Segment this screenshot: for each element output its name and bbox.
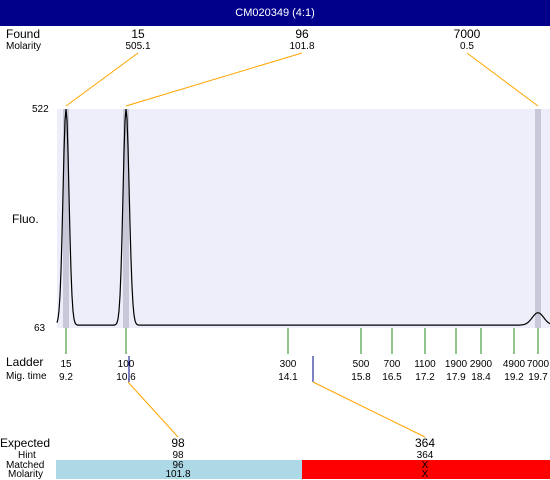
expected-1-molarity: 101.8	[165, 469, 191, 480]
molarity-label: Molarity	[6, 41, 42, 52]
y-max-tick: 522	[32, 104, 49, 115]
fluorescence-trace	[56, 108, 550, 326]
mig-time-label: Mig. time	[6, 371, 47, 382]
found-label: Found	[6, 27, 41, 41]
ladder-time-label: 15.8	[351, 372, 371, 383]
plot-area	[57, 109, 550, 328]
hint-label: Hint	[18, 450, 36, 461]
found-peak-1-molarity: 505.1	[125, 41, 151, 52]
expected-2-size: 364	[414, 436, 436, 450]
expected-2-matched: X	[421, 460, 429, 471]
expected-1-hint: 98	[172, 450, 184, 461]
expected-connector-364	[312, 381, 426, 438]
ladder-time-label: 9.2	[59, 372, 73, 383]
expected-molarity-label: Molarity	[8, 469, 44, 480]
found-peak-2-molarity: 101.8	[289, 41, 315, 52]
found-peak-3-molarity: 0.5	[460, 41, 474, 52]
found-peak-2-size: 96	[295, 27, 309, 41]
ladder-time-label: 10.6	[116, 372, 136, 383]
ladder-size-label: 100	[118, 359, 135, 370]
ladder-size-label: 2900	[470, 359, 493, 370]
expected-2-molarity: X	[421, 469, 429, 480]
ladder-size-label: 1900	[445, 359, 468, 370]
ladder-time-label: 19.7	[528, 372, 548, 383]
expected-2-hint: 364	[416, 450, 434, 461]
matched-bar-98	[56, 460, 302, 479]
found-connector-1	[65, 52, 139, 107]
found-connector-2	[125, 52, 303, 107]
ladder-label: Ladder	[6, 355, 44, 369]
expected-label: Expected	[0, 436, 51, 450]
found-connector-3	[466, 52, 539, 107]
found-peak-3-size: 7000	[453, 27, 481, 41]
expected-1-size: 98	[171, 436, 185, 450]
ladder-size-label: 300	[280, 359, 297, 370]
ladder-time-label: 17.2	[415, 372, 435, 383]
peak-band-1	[63, 109, 69, 328]
ladder-time-label: 18.4	[471, 372, 491, 383]
ladder-size-label: 500	[353, 359, 370, 370]
chart-title: CM020349 (4:1)	[235, 7, 315, 19]
peak-band-2	[123, 109, 129, 328]
expected-connector-98	[127, 381, 179, 438]
ladder-time-label: 17.9	[446, 372, 466, 383]
ladder-size-label: 15	[60, 359, 72, 370]
ladder-time-label: 19.2	[504, 372, 524, 383]
unmatched-bar-364	[302, 460, 550, 479]
ladder-size-label: 1100	[414, 359, 436, 370]
title-bar: CM020349 (4:1)	[0, 0, 550, 26]
ladder-size-label: 700	[384, 359, 401, 370]
ladder-time-label: 14.1	[278, 372, 298, 383]
y-axis-label: Fluo.	[12, 212, 39, 226]
expected-1-matched: 96	[172, 460, 184, 471]
found-peak-1-size: 15	[131, 27, 145, 41]
peak-band-3	[535, 109, 541, 328]
matched-label: Matched	[6, 460, 45, 471]
ladder-time-label: 16.5	[382, 372, 402, 383]
ladder-size-label: 4900	[503, 359, 526, 370]
ladder-size-label: 7000	[527, 359, 550, 370]
y-min-tick: 63	[34, 323, 46, 334]
